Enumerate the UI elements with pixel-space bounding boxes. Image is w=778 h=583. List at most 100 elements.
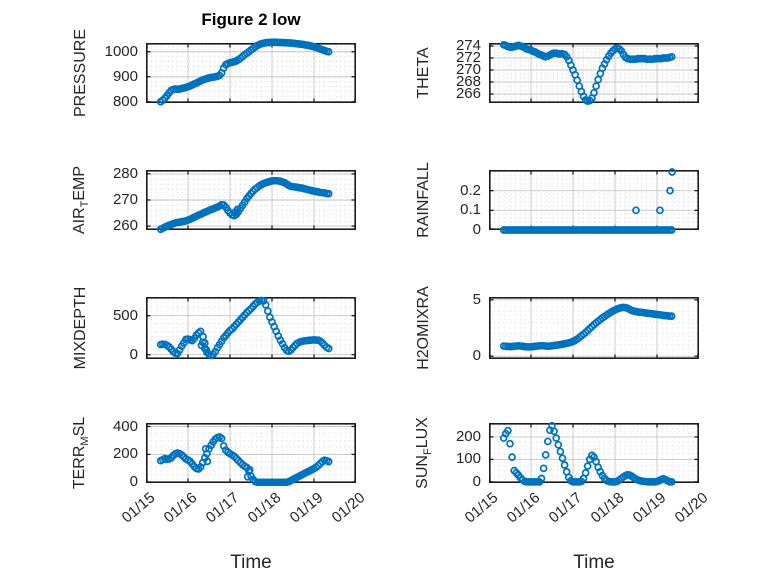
- plot-area: [146, 170, 356, 234]
- data-point: [543, 437, 552, 446]
- data-point: [667, 52, 676, 61]
- axis-border: [489, 297, 699, 360]
- data-point: [667, 312, 676, 321]
- y-tick-label: 0: [129, 473, 138, 491]
- x-tick-label: 01/15: [461, 489, 502, 527]
- plot-area: [489, 40, 699, 106]
- data-point: [203, 457, 212, 466]
- subplot-h2omixra: 0 5 H2OMIXRA: [415, 286, 699, 370]
- y-tick-label: 0.1: [460, 201, 481, 219]
- data-point: [632, 206, 640, 215]
- y-tick-label: 280: [112, 164, 138, 182]
- y-tick-label: 260: [112, 217, 138, 235]
- y-tick-label: 800: [112, 92, 138, 110]
- y-tick-label: 272: [455, 49, 481, 66]
- x-tick-label: 01/17: [545, 489, 586, 527]
- plot-area: [146, 38, 356, 106]
- data-point: [667, 478, 676, 486]
- data-point: [324, 189, 333, 198]
- subplot-theta: 266 268 270 272 274 THETA: [415, 37, 699, 106]
- data-point: [263, 307, 272, 315]
- data-point: [552, 434, 561, 442]
- x-tick-label: 01/17: [202, 489, 243, 527]
- y-tick-label: 1000: [104, 42, 138, 60]
- plot-area: [146, 423, 356, 487]
- y-axis-label: TERRMSL: [70, 416, 92, 490]
- x-tick-label: 01/18: [244, 489, 285, 527]
- data-point: [556, 447, 565, 456]
- plot-area: [489, 421, 699, 486]
- y-tick-label: 200: [112, 445, 138, 463]
- data-point: [541, 451, 550, 459]
- y-axis-label: PRESSURE: [72, 28, 89, 118]
- data-point: [200, 339, 209, 347]
- y-tick-label: 0: [129, 345, 138, 363]
- data-point: [233, 205, 242, 214]
- x-tick-label: 01/16: [160, 489, 201, 527]
- x-tick-label: 01/19: [629, 489, 670, 527]
- data-point: [667, 226, 676, 234]
- y-tick-label: 0: [472, 472, 481, 490]
- data-point: [508, 453, 516, 462]
- y-tick-label: 5: [472, 290, 481, 308]
- plot-area: [489, 168, 699, 234]
- data-point: [666, 186, 674, 195]
- y-tick-label: 266: [455, 85, 481, 102]
- x-tick-label: 01/16: [503, 489, 544, 527]
- x-tick-label: 01/19: [286, 489, 327, 527]
- y-axis-label-subscript: T: [79, 200, 92, 208]
- data-point: [668, 168, 676, 176]
- x-axis-label-left: Time: [230, 552, 272, 573]
- data-point: [324, 47, 333, 56]
- y-tick-label: 270: [112, 191, 138, 208]
- subplot-mixdepth: 0 500 MIXDEPTH: [72, 287, 356, 369]
- plot-area: [489, 297, 699, 360]
- data-point: [324, 457, 333, 466]
- plot-area: [146, 296, 356, 360]
- data-point: [590, 88, 598, 97]
- y-tick-label: 500: [112, 306, 138, 324]
- y-tick-label: 100: [455, 450, 481, 468]
- axis-border: [489, 43, 699, 104]
- y-axis-label: MIXDEPTH: [72, 286, 89, 370]
- subplot-airtemp: 260 270 280 AIRTEMP: [71, 165, 356, 234]
- figure-title: Figure 2 low: [201, 10, 301, 29]
- data-point: [243, 472, 252, 481]
- data-point: [560, 461, 569, 469]
- axis-border: [146, 170, 356, 231]
- data-point: [656, 206, 664, 215]
- subplot-sunflux: 0 100 200 SUNFLUX 01/15 01/16 01/17 01/18 01/19 0…: [414, 417, 711, 526]
- data-point: [217, 434, 226, 443]
- y-tick-label: 400: [112, 417, 138, 435]
- data-point: [539, 464, 548, 473]
- subplot-rainfall: 0 0.1 0.2 RAINFALL: [415, 162, 699, 238]
- data-point: [550, 427, 558, 436]
- data-point: [202, 346, 211, 354]
- y-axis-label: THETA: [415, 47, 432, 99]
- axis-border: [489, 423, 699, 484]
- data-point: [592, 82, 600, 91]
- y-tick-label: 200: [455, 427, 481, 445]
- y-axis-label: RAINFALL: [415, 162, 432, 238]
- data-point: [261, 300, 270, 309]
- data-point: [558, 454, 567, 463]
- y-tick-label: 268: [455, 73, 481, 90]
- data-point: [506, 439, 514, 448]
- x-axis-label-right: Time: [573, 552, 615, 573]
- data-point: [583, 462, 592, 471]
- y-axis-label-subscript: F: [422, 448, 435, 456]
- data-point: [201, 444, 210, 453]
- y-tick-label: 270: [455, 61, 481, 78]
- data-point: [537, 474, 546, 483]
- x-tick-label: 01/20: [671, 489, 712, 527]
- subplot-terrmsl: 0 200 400 TERRMSL 01/15 01/16 01/17 01/18 01/19 0…: [71, 417, 368, 527]
- y-axis-label: AIRTEMP: [70, 165, 92, 235]
- data-point: [554, 440, 563, 449]
- y-axis-label-subscript: M: [79, 436, 92, 446]
- subplot-pressure: 800 900 1000 PRESSURE: [72, 29, 356, 117]
- data-point: [581, 469, 590, 477]
- axis-border: [146, 43, 356, 104]
- x-tick-label: 01/18: [587, 489, 628, 527]
- y-tick-label: 274: [455, 37, 481, 54]
